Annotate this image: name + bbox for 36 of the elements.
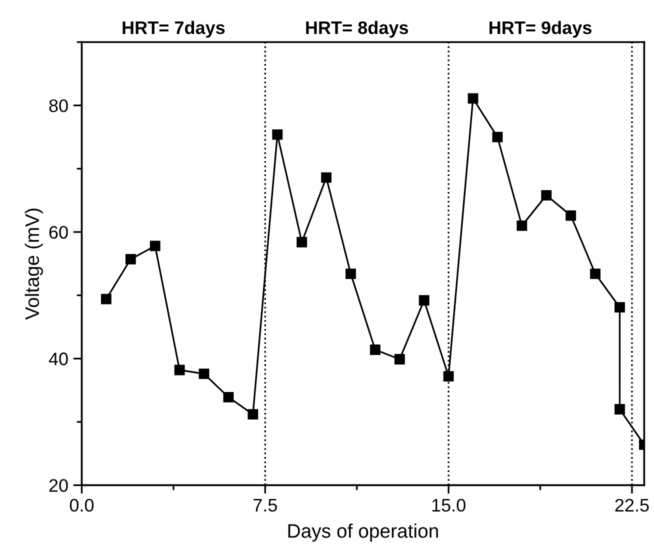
x-axis-title: Days of operation [288,524,438,542]
y-tick-label: 60 [49,226,68,239]
point [248,409,258,420]
y-tick-label: 80 [49,99,68,112]
point [468,93,478,104]
x-tick-label: 7.5 [254,499,277,512]
point [541,190,552,201]
point [321,172,332,183]
y-axis-title: Voltage (mV) [24,208,43,320]
point [443,371,454,382]
point [614,302,625,313]
point [614,404,625,414]
point [100,294,112,304]
point [370,344,380,355]
x-tick-label: 15.0 [432,498,466,512]
point [418,295,430,306]
point [174,364,185,376]
point [590,268,600,279]
y-tick-label: 20 [49,479,68,492]
y-tick-label: 40 [48,352,68,366]
text: HRT= 9days [490,20,592,38]
text: HRT= 7days [122,20,225,38]
x-tick-label: 22.5 [615,498,649,512]
point [150,240,160,252]
point [346,268,356,279]
point [566,210,576,221]
point [394,354,405,364]
point [223,392,234,402]
point [272,129,283,140]
point [516,220,528,231]
point [492,132,503,142]
point [125,254,136,264]
text: HRT= 8days [306,20,408,38]
point [198,368,210,379]
x-tick-label: 0.0 [70,498,94,512]
point [296,236,308,248]
